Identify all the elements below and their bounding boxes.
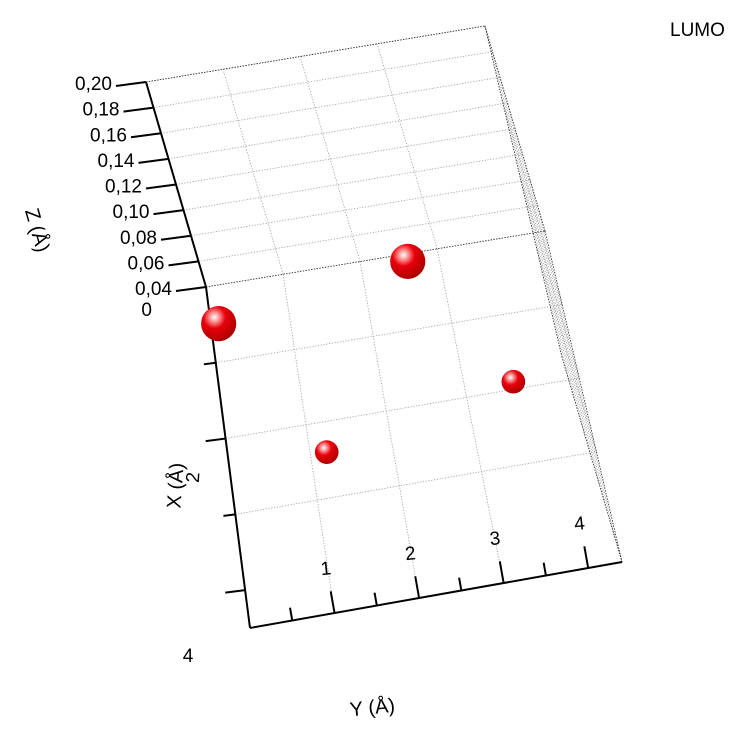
box-edge-0 [205,230,546,288]
y-tick-7 [542,562,547,576]
wall-grid-y-0 [222,69,284,275]
z-tick-label-4: 0,10 [113,202,150,223]
z-tick-9 [115,81,147,87]
x-tick-label-2: 2 [183,471,205,483]
x-tick-label-4: 4 [183,646,194,667]
side-grid-z-2 [529,179,608,511]
y-tick-label-2: 2 [404,543,417,565]
y-tick-2 [329,591,336,614]
side-grid-x-1 [518,172,580,379]
y-tick-label-4: 4 [573,513,586,535]
floor-grid-y-0 [282,274,335,614]
floor-grid-x-2 [235,451,597,515]
y-tick-3 [373,592,378,606]
y-tick-5 [458,577,463,591]
z-axis-title: Z (Å) [20,206,54,255]
z-tick-label-8: 0,18 [83,100,120,121]
label-layer: 0,04 0,06 0,08 0,10 0,12 0,14 0,16 0,18 0,20 0 2 4 1… [20,74,586,721]
y-tick-8 [583,546,590,569]
y-axis-title: Y (Å) [349,694,396,722]
wall-grid-z-7 [153,51,493,109]
box-edge-5 [561,356,623,563]
x-tick-1 [203,361,216,366]
data-point-3 [501,369,526,394]
z-tick-label-7: 0,16 [90,125,127,146]
side-grid-z-1 [537,205,615,537]
z-tick-5 [145,183,177,190]
side-grid-z-5 [507,102,585,434]
z-tick-label-9: 0,20 [75,74,112,95]
axis-layer [115,81,623,629]
z-tick-4 [153,209,184,216]
wall-grid-z-2 [190,179,531,237]
floor-grid-x-0 [215,304,563,364]
x-tick-2 [205,437,226,443]
z-tick-6 [138,157,169,164]
floor-grid-y-2 [436,248,505,584]
point-layer [201,243,526,464]
y-axis-line [249,561,623,629]
z-tick-1 [175,286,207,292]
z-tick-2 [168,260,199,267]
wall-grid-z-5 [168,102,508,160]
wall-grid-z-1 [198,204,538,262]
y-tick-label-3: 3 [489,528,502,550]
side-grid-z-3 [522,154,600,486]
x-axis-title: X (Å) [162,462,188,509]
box-edge-1 [544,230,623,563]
z-tick-label-0: 0 [141,300,152,321]
chart-title: LUMO [670,20,725,41]
y-tick-4 [414,576,421,599]
wall-grid-z-6 [160,76,501,134]
wall-grid-y-2 [376,43,438,249]
floor-grid-y-1 [359,261,420,599]
z-tick-3 [160,234,192,241]
side-grid-z-6 [499,77,578,409]
box-edge-3 [145,25,486,83]
data-point-2 [314,440,339,464]
z-tick-label-3: 0,08 [120,228,157,249]
x-tick-4 [225,589,246,594]
side-grid-z-4 [514,128,593,460]
x-axis-line [205,286,251,629]
y-tick-label-1: 1 [320,558,333,580]
x-tick-3 [223,513,236,517]
z-tick-label-2: 0,06 [128,253,165,274]
z-tick-label-1: 0,04 [135,279,172,300]
y-tick-1 [289,607,294,621]
data-point-0 [201,305,237,342]
grid-layer [145,25,623,614]
z-tick-7 [130,132,162,139]
y-tick-6 [498,561,505,584]
z-tick-label-5: 0,12 [105,177,142,198]
side-grid-x-2 [535,246,597,452]
floor-grid-x-1 [225,377,580,439]
side-grid-z-7 [492,51,570,383]
z-tick-8 [123,106,154,113]
z-tick-label-6: 0,14 [98,151,135,172]
side-grid-x-0 [501,99,563,305]
wall-grid-y-1 [299,56,361,262]
wall-grid-z-4 [175,128,516,185]
box-edge-2 [484,25,546,232]
data-point-1 [390,243,426,279]
wall-grid-z-3 [183,153,523,211]
box-edge-4 [484,25,563,358]
